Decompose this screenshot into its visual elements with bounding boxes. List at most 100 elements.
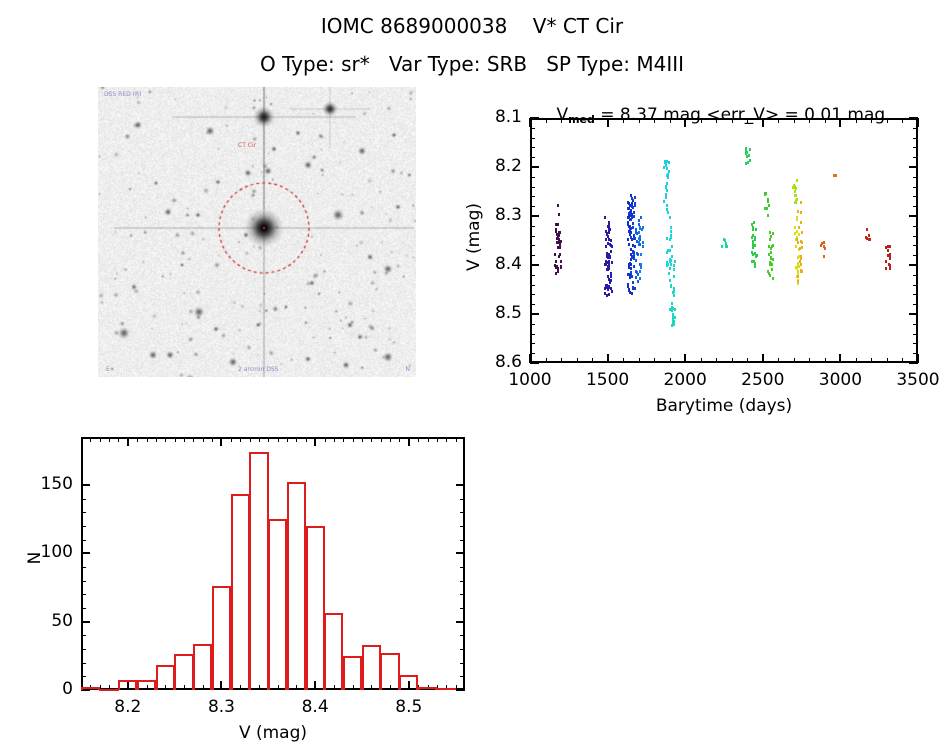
data-point bbox=[610, 275, 612, 278]
data-point bbox=[751, 251, 753, 254]
hist-x-minor-tick bbox=[165, 437, 166, 442]
x-axis-major-tick bbox=[684, 354, 686, 363]
hist-y-minor-tick bbox=[460, 635, 465, 636]
data-point bbox=[666, 237, 668, 240]
x-axis-minor-tick bbox=[825, 118, 826, 123]
x-axis-minor-tick bbox=[716, 118, 717, 123]
data-point bbox=[752, 226, 754, 229]
y-axis-minor-tick bbox=[913, 128, 918, 129]
hist-y-minor-tick bbox=[81, 608, 86, 609]
y-axis-minor-tick bbox=[530, 294, 535, 295]
x-axis-major-tick bbox=[684, 118, 686, 127]
y-axis-minor-tick bbox=[913, 334, 918, 335]
hist-y-major-tick bbox=[456, 484, 465, 486]
y-axis-minor-tick bbox=[530, 255, 535, 256]
data-point bbox=[663, 166, 665, 169]
hist-x-minor-tick bbox=[362, 437, 363, 442]
data-point bbox=[798, 233, 800, 236]
hist-x-minor-tick bbox=[259, 437, 260, 442]
data-point bbox=[668, 272, 670, 275]
data-point bbox=[795, 201, 797, 204]
x-axis-minor-tick bbox=[577, 118, 578, 123]
data-point bbox=[636, 271, 638, 274]
y-axis-minor-tick bbox=[913, 147, 918, 148]
x-axis-minor-tick bbox=[592, 118, 593, 123]
histogram-bar bbox=[249, 452, 268, 690]
hist-x-minor-tick bbox=[371, 437, 372, 442]
data-point bbox=[559, 231, 561, 234]
x-axis-minor-tick bbox=[701, 118, 702, 123]
y-axis-tick-label: 8.5 bbox=[480, 303, 522, 323]
y-axis-major-tick bbox=[530, 362, 539, 364]
data-point bbox=[797, 210, 799, 213]
hist-y-minor-tick bbox=[460, 540, 465, 541]
data-point bbox=[668, 161, 670, 164]
data-point bbox=[606, 284, 608, 287]
data-point bbox=[632, 281, 634, 284]
data-point bbox=[630, 271, 632, 274]
data-point bbox=[635, 228, 637, 231]
hist-y-minor-tick bbox=[460, 581, 465, 582]
data-point bbox=[671, 245, 673, 248]
data-point bbox=[629, 262, 631, 265]
y-axis-minor-tick bbox=[913, 275, 918, 276]
data-point bbox=[638, 237, 640, 240]
x-axis-minor-tick bbox=[639, 358, 640, 363]
hist-x-minor-tick bbox=[250, 437, 251, 442]
data-point bbox=[673, 264, 675, 267]
data-point bbox=[866, 228, 868, 231]
data-point bbox=[725, 245, 727, 248]
data-point bbox=[667, 176, 669, 179]
data-point bbox=[673, 290, 675, 293]
data-point bbox=[608, 285, 610, 288]
data-point bbox=[749, 148, 751, 151]
x-axis-minor-tick bbox=[546, 358, 547, 363]
x-axis-minor-tick bbox=[871, 118, 872, 123]
data-point bbox=[608, 228, 610, 231]
x-axis-minor-tick bbox=[809, 358, 810, 363]
y-axis-minor-tick bbox=[913, 157, 918, 158]
data-point bbox=[795, 266, 797, 269]
histogram-bar bbox=[287, 482, 306, 690]
x-axis-minor-tick bbox=[654, 118, 655, 123]
data-point bbox=[666, 204, 668, 207]
data-point bbox=[887, 249, 889, 252]
hist-y-major-tick bbox=[81, 621, 90, 623]
data-point bbox=[559, 246, 561, 249]
histogram-bar bbox=[324, 613, 343, 690]
data-point bbox=[556, 265, 558, 268]
data-point bbox=[670, 236, 672, 239]
data-point bbox=[639, 270, 641, 273]
data-point bbox=[673, 294, 675, 297]
data-point bbox=[766, 207, 768, 210]
y-axis-minor-tick bbox=[530, 187, 535, 188]
iomc-star-page: IOMC 8689000038 V* CT Cir O Type: sr* Va… bbox=[0, 0, 944, 747]
hist-y-minor-tick bbox=[460, 512, 465, 513]
data-point bbox=[554, 253, 556, 256]
hist-x-minor-tick bbox=[296, 437, 297, 442]
data-point bbox=[889, 267, 891, 270]
data-point bbox=[634, 204, 636, 207]
y-axis-major-tick bbox=[530, 215, 539, 217]
hist-x-minor-tick bbox=[399, 437, 400, 442]
data-point bbox=[634, 196, 636, 199]
x-axis-major-tick bbox=[917, 118, 919, 127]
data-point bbox=[664, 161, 666, 164]
hist-y-major-tick bbox=[456, 621, 465, 623]
histogram-bar bbox=[118, 680, 137, 690]
hist-y-minor-tick bbox=[81, 526, 86, 527]
data-point bbox=[768, 204, 770, 207]
data-point bbox=[798, 226, 800, 229]
hist-y-minor-tick bbox=[460, 608, 465, 609]
x-axis-minor-tick bbox=[902, 358, 903, 363]
data-point bbox=[666, 264, 668, 267]
data-point bbox=[669, 216, 671, 219]
hist-x-minor-tick bbox=[231, 437, 232, 442]
hist-x-tick-label: 8.3 bbox=[195, 697, 247, 717]
data-point bbox=[669, 258, 671, 261]
y-axis-minor-tick bbox=[530, 128, 535, 129]
data-point bbox=[823, 255, 825, 258]
x-axis-minor-tick bbox=[902, 118, 903, 123]
data-point bbox=[605, 238, 607, 241]
data-point bbox=[666, 208, 668, 211]
